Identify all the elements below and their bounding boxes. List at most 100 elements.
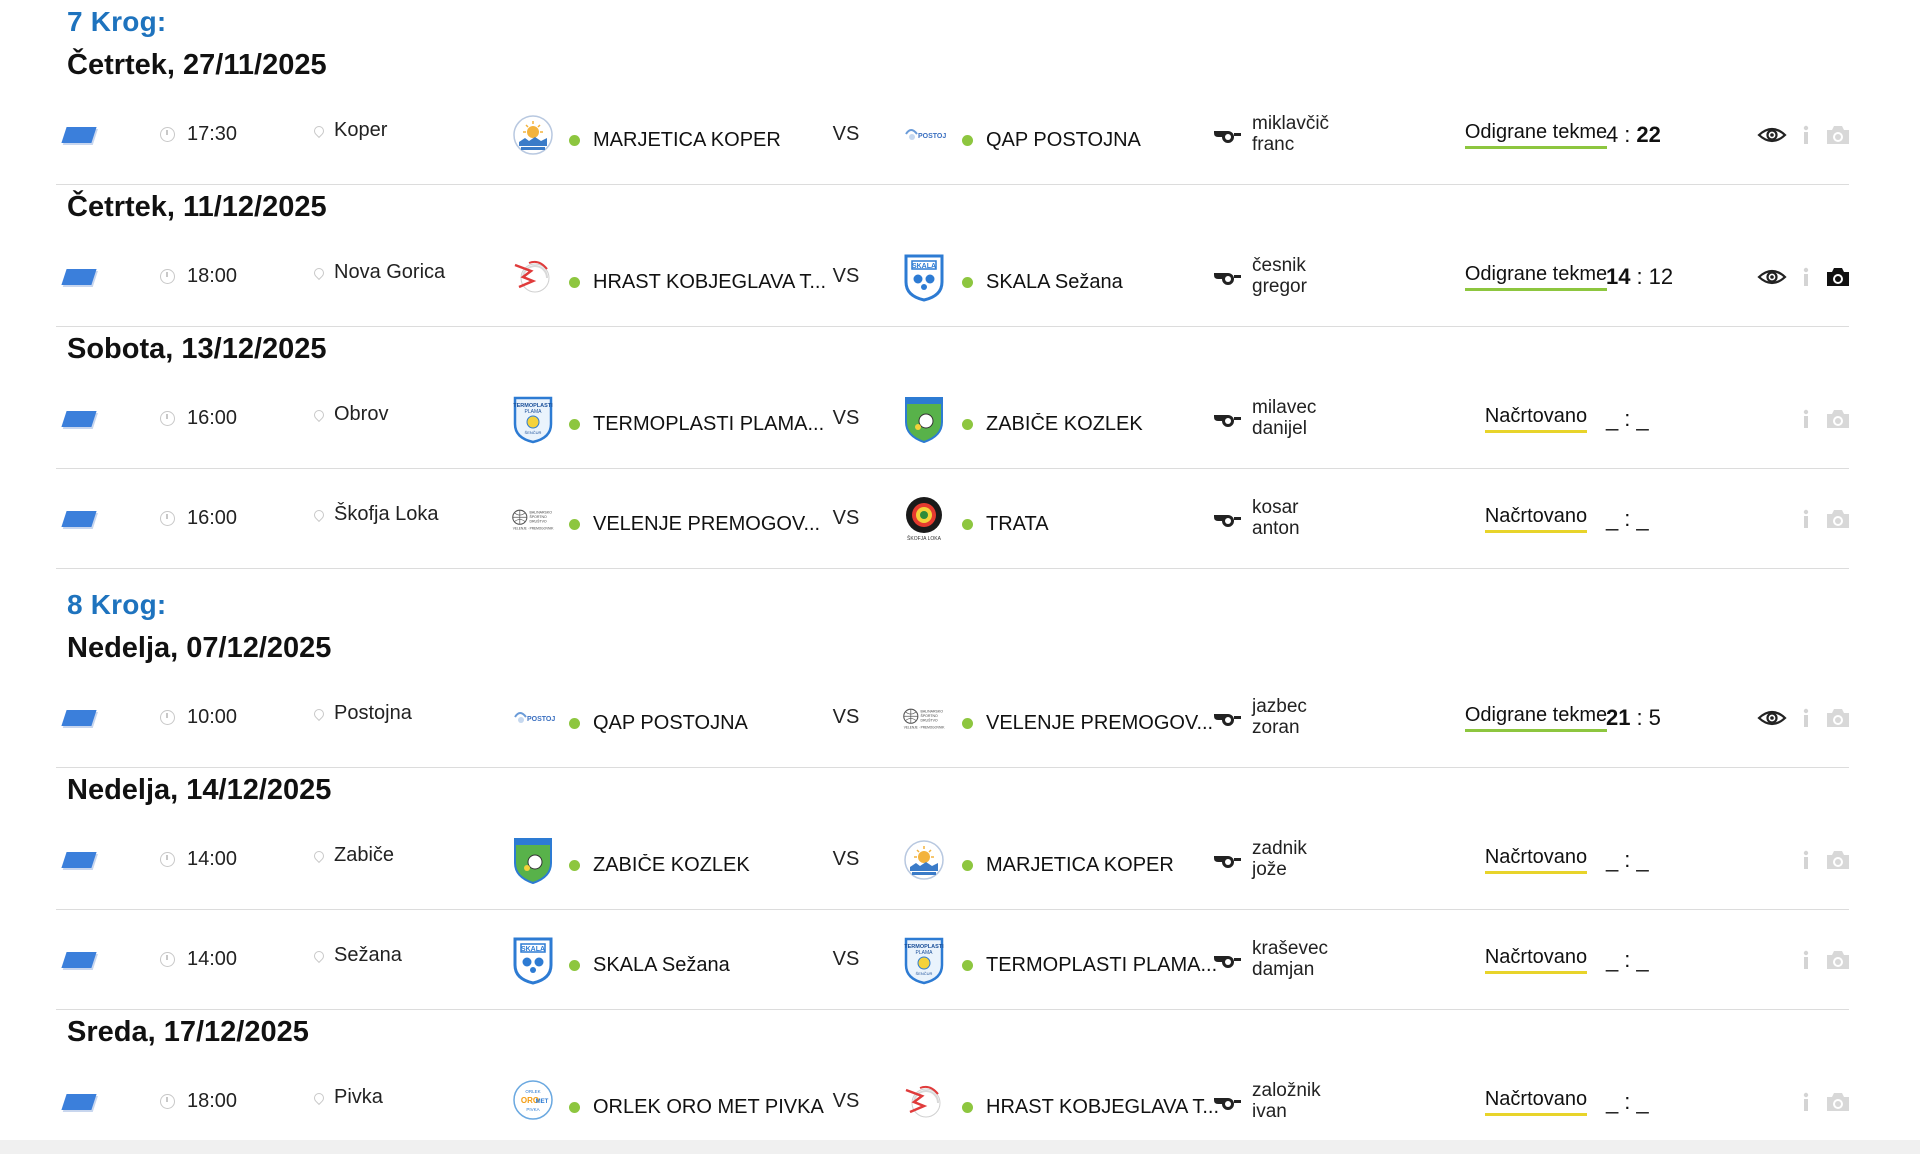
away-team-logo[interactable]: ŠKOFJA LOKA [899, 469, 949, 568]
status-link[interactable]: Načrtovano [1484, 1088, 1588, 1116]
score-away: _ [1636, 946, 1649, 972]
away-team-logo[interactable]: SKALA [899, 227, 949, 326]
home-team-name: QAP POSTOJNA [593, 712, 748, 734]
match-status[interactable]: Odigrane tekme [1426, 85, 1646, 184]
away-team[interactable]: QAP POSTOJNA [962, 91, 1242, 190]
referee-names: kraševec damjan [1252, 938, 1328, 980]
info-icon[interactable] [1801, 1091, 1811, 1113]
status-link[interactable]: Odigrane tekme [1464, 263, 1608, 291]
status-link[interactable]: Odigrane tekme [1464, 704, 1608, 732]
camera-icon[interactable] [1825, 849, 1851, 871]
home-team-logo[interactable] [508, 810, 558, 909]
away-team[interactable]: MARJETICA KOPER [962, 816, 1242, 915]
svg-text:SKALA: SKALA [912, 263, 936, 270]
score-home: _ [1606, 846, 1619, 872]
away-team-logo[interactable] [899, 1052, 949, 1151]
camera-icon[interactable] [1825, 408, 1851, 430]
match-status[interactable]: Načrtovano [1426, 910, 1646, 1009]
location-pin-icon [311, 948, 327, 963]
status-link[interactable]: Načrtovano [1484, 946, 1588, 974]
match-status[interactable]: Načrtovano [1426, 469, 1646, 568]
eye-icon[interactable] [1757, 267, 1787, 287]
away-team-logo[interactable]: POSTOJNA [899, 85, 949, 184]
referee-surname: česnik [1252, 254, 1306, 276]
referee-firstname: franc [1252, 133, 1295, 155]
home-team-logo[interactable] [508, 227, 558, 326]
status-dot [962, 860, 973, 871]
home-team[interactable]: HRAST KOBJEGLAVA T... [569, 233, 856, 332]
referee: založnik ivan [1212, 1052, 1372, 1151]
away-team-logo[interactable]: BALINARSKO ŠPORTNO DRUŠTVO VELENJE · PREMOG… [899, 668, 949, 767]
camera-icon[interactable] [1825, 707, 1851, 729]
location-pin-icon [311, 265, 327, 280]
match-status[interactable]: Načrtovano [1426, 369, 1646, 468]
info-icon[interactable] [1801, 707, 1811, 729]
date-heading: Četrtek, 11/12/2025 [67, 191, 327, 223]
away-team-logo[interactable] [899, 369, 949, 468]
home-team[interactable]: SKALA Sežana [569, 916, 856, 1015]
away-team[interactable]: VELENJE PREMOGOV... [962, 674, 1242, 773]
velenje-logo: BALINARSKO ŠPORTNO DRUŠTVO VELENJE · PREMOG… [511, 497, 555, 541]
camera-icon[interactable] [1825, 266, 1851, 288]
score: _: _ [1606, 469, 1726, 568]
away-team-logo[interactable]: TERMOPLASTI PLAMA ŠENČUR [899, 910, 949, 1009]
match-status[interactable]: Načrtovano [1426, 810, 1646, 909]
eye-icon[interactable] [1757, 708, 1787, 728]
vs-label: VS [832, 948, 860, 970]
home-team[interactable]: ZABIČE KOZLEK [569, 816, 856, 915]
info-icon[interactable] [1801, 124, 1811, 146]
match-venue: Zabiče [311, 806, 394, 905]
away-team[interactable]: SKALA Sežana [962, 233, 1242, 332]
status-link[interactable]: Načrtovano [1484, 505, 1588, 533]
away-team-name: SKALA Sežana [986, 271, 1123, 293]
info-icon[interactable] [1801, 266, 1811, 288]
status-link[interactable]: Načrtovano [1484, 846, 1588, 874]
date-heading: Četrtek, 27/11/2025 [67, 49, 327, 81]
status-link[interactable]: Odigrane tekme [1464, 121, 1608, 149]
info-icon[interactable] [1801, 849, 1811, 871]
camera-icon[interactable] [1825, 949, 1851, 971]
camera-icon[interactable] [1825, 124, 1851, 146]
home-team[interactable]: VELENJE PREMOGOV... [569, 475, 856, 574]
round-title: 8 Krog: [67, 589, 167, 620]
info-icon[interactable] [1801, 408, 1811, 430]
home-team-logo[interactable] [508, 85, 558, 184]
home-team-logo[interactable]: ORLEK ORO MET PIVKA [508, 1052, 558, 1151]
camera-icon[interactable] [1825, 508, 1851, 530]
home-team[interactable]: TERMOPLASTI PLAMA... [569, 375, 856, 474]
match-venue: Pivka [311, 1048, 383, 1147]
away-team-logo[interactable] [899, 810, 949, 909]
status-dot [569, 960, 580, 971]
venue-label: Obrov [334, 403, 389, 425]
away-team[interactable]: TRATA [962, 475, 1242, 574]
match-status[interactable]: Odigrane tekme [1426, 227, 1646, 326]
home-team-logo[interactable]: TERMOPLASTI PLAMA ŠENČUR [508, 369, 558, 468]
match-status[interactable]: Odigrane tekme [1426, 668, 1646, 767]
referee: zadnik jože [1212, 810, 1372, 909]
home-team-logo[interactable]: BALINARSKO ŠPORTNO DRUŠTVO VELENJE · PREMOG… [508, 469, 558, 568]
status-link[interactable]: Načrtovano [1484, 405, 1588, 433]
away-team[interactable]: HRAST KOBJEGLAVA T... [962, 1058, 1242, 1157]
score-home: _ [1606, 405, 1619, 431]
info-icon[interactable] [1801, 508, 1811, 530]
match-status[interactable]: Načrtovano [1426, 1052, 1646, 1151]
status-dot [569, 718, 580, 729]
away-team[interactable]: ZABIČE KOZLEK [962, 375, 1242, 474]
score-away: 5 [1648, 704, 1661, 730]
info-icon[interactable] [1801, 949, 1811, 971]
time-label: 18:00 [187, 1090, 238, 1112]
eye-icon[interactable] [1757, 125, 1787, 145]
clock-icon [160, 411, 175, 426]
home-team-name: VELENJE PREMOGOV... [593, 513, 821, 535]
home-team-logo[interactable]: SKALA [508, 910, 558, 1009]
home-team-logo[interactable]: POSTOJNA [508, 668, 558, 767]
home-team[interactable]: QAP POSTOJNA [569, 674, 856, 773]
home-team[interactable]: MARJETICA KOPER [569, 91, 856, 190]
vs-label: VS [832, 507, 860, 529]
location-pin-icon [311, 706, 327, 721]
away-team-name: TERMOPLASTI PLAMA... [986, 954, 1218, 976]
away-team[interactable]: TERMOPLASTI PLAMA... [962, 916, 1242, 1015]
camera-icon[interactable] [1825, 1091, 1851, 1113]
home-team[interactable]: ORLEK ORO MET PIVKA [569, 1058, 856, 1157]
score: 4:22 [1606, 85, 1726, 184]
